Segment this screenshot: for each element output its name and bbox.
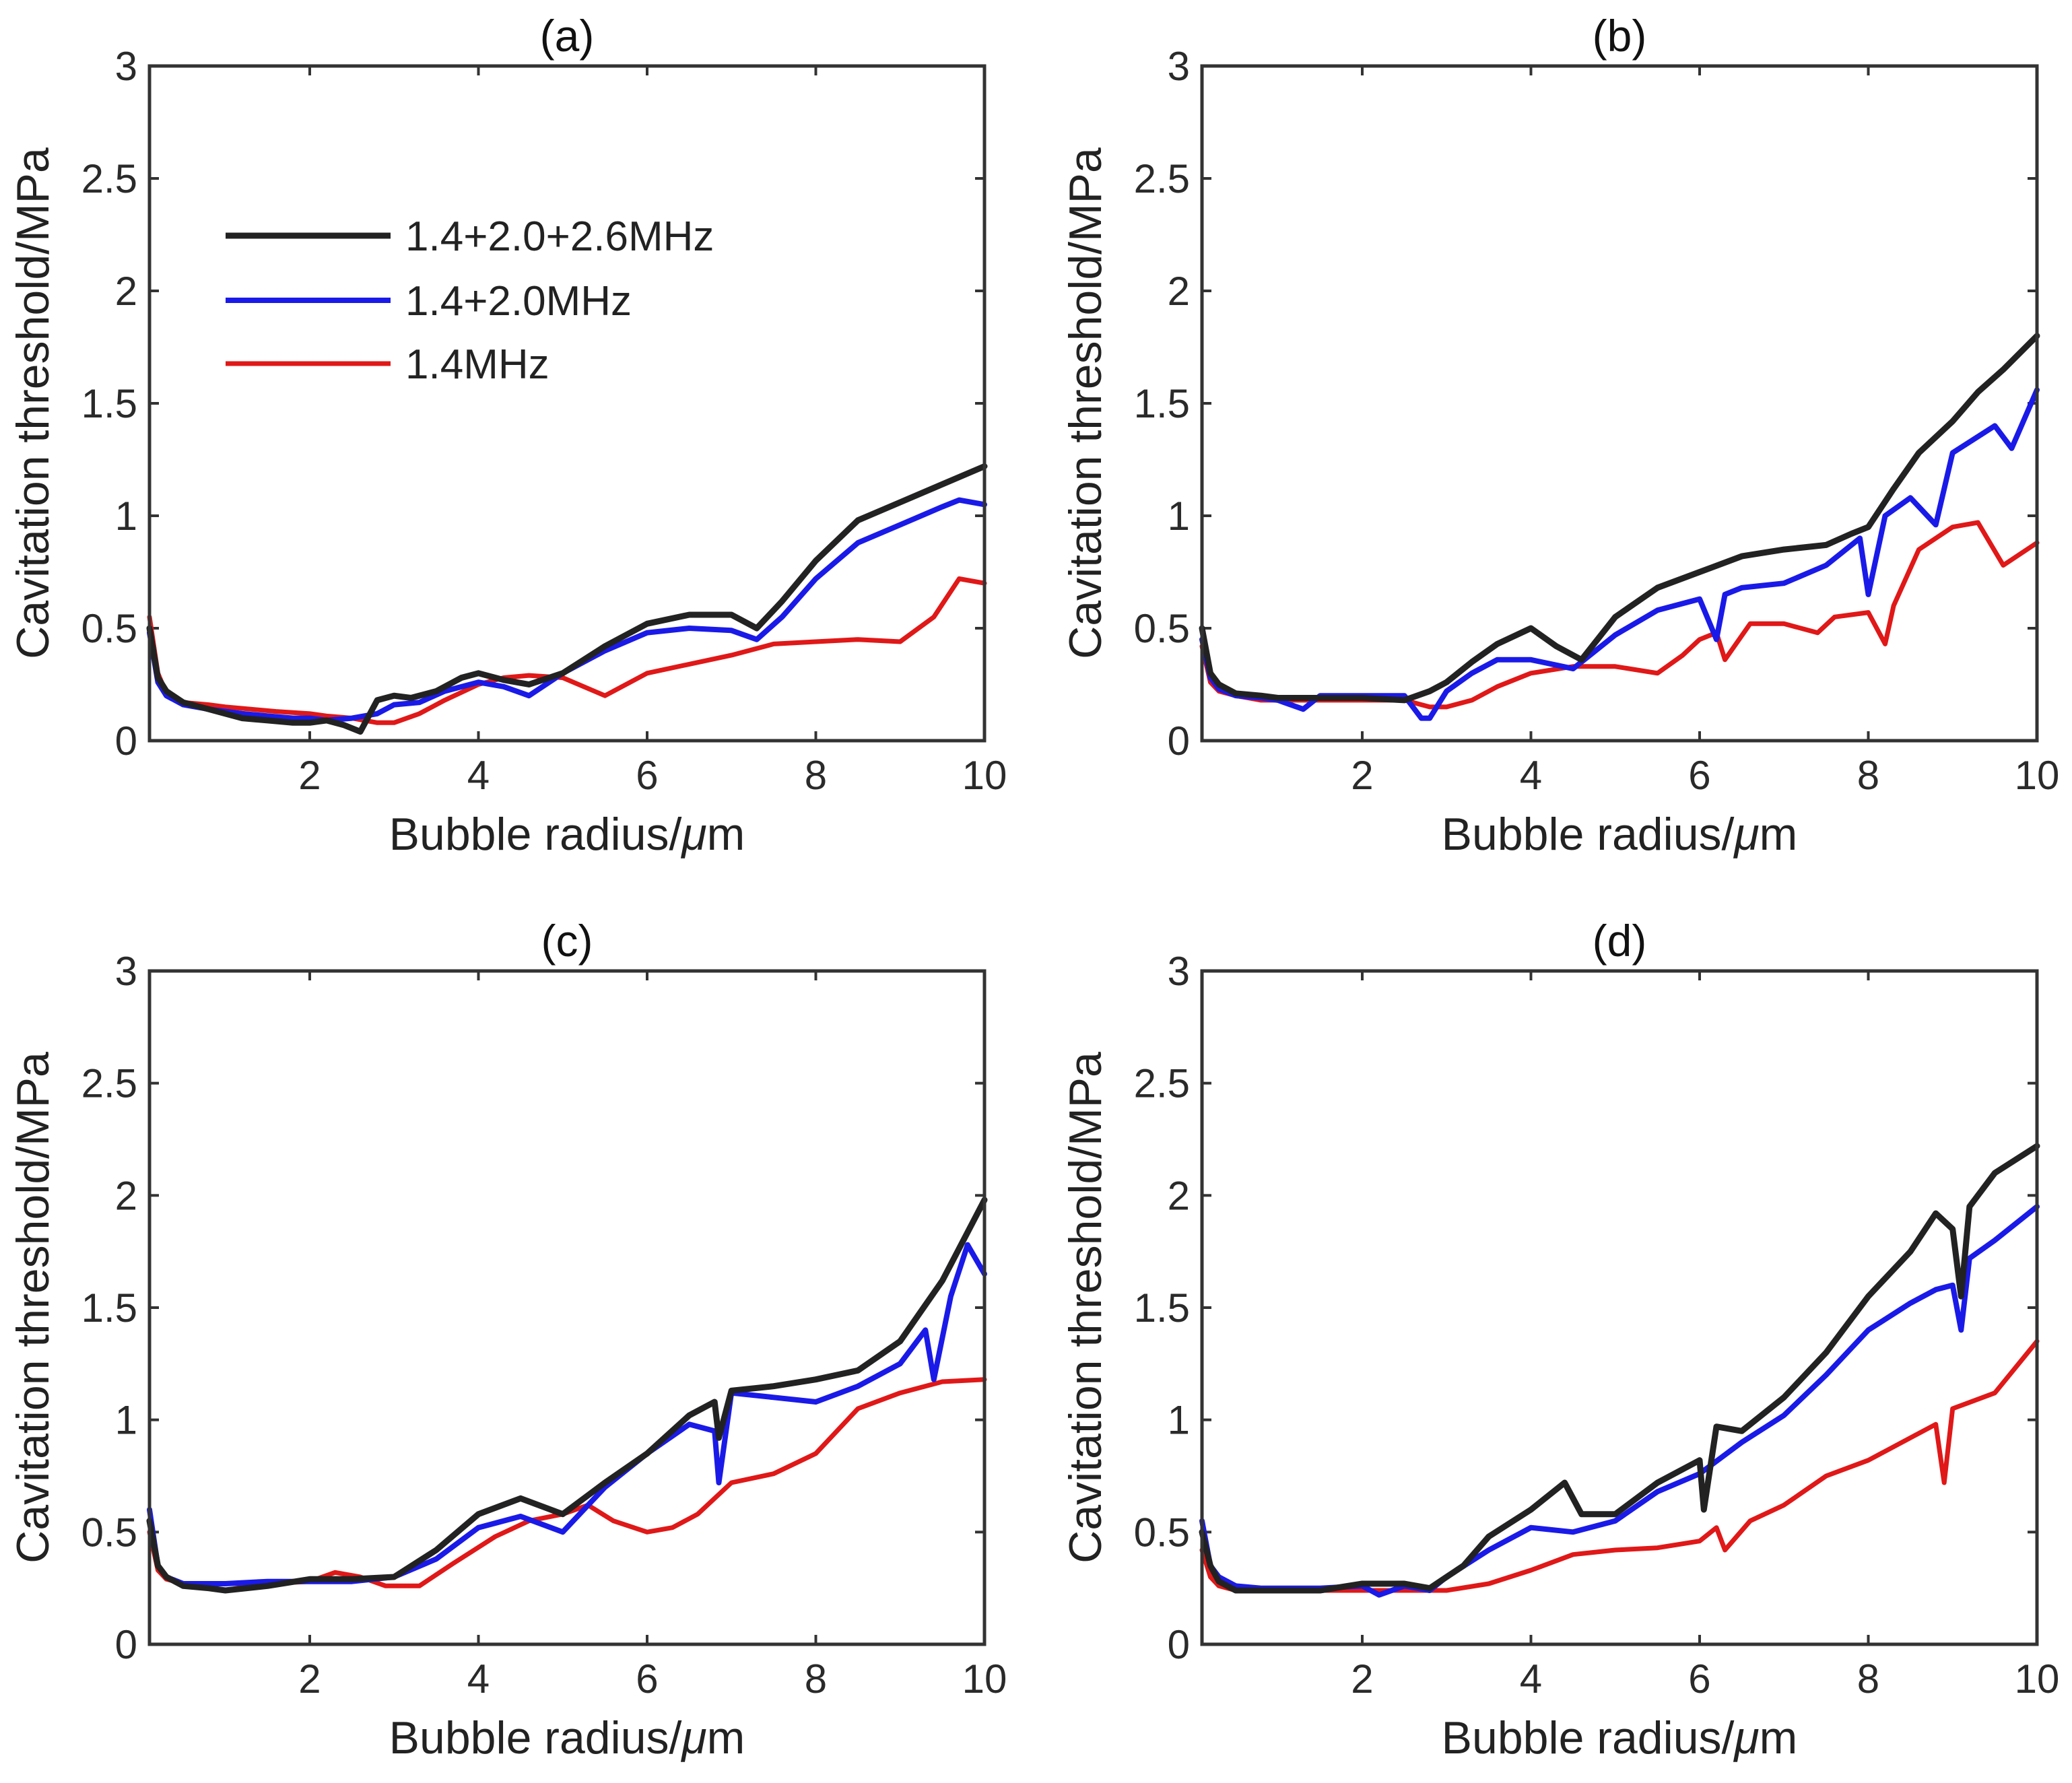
panel-title: (a) — [540, 11, 595, 61]
x-tick-label: 8 — [805, 753, 827, 798]
y-tick-label: 0 — [115, 1622, 137, 1667]
series-line-1-4-2-0mhz — [147, 1242, 987, 1586]
x-tick-label: 8 — [1857, 753, 1879, 798]
x-axis-label: Bubble radius/μm — [1442, 809, 1798, 860]
y-axis-label: Cavitation threshold/MPa — [7, 147, 59, 659]
y-tick-label: 0.5 — [1134, 606, 1190, 651]
y-axis-label: Cavitation threshold/MPa — [1060, 1052, 1111, 1563]
y-tick-label: 0 — [1168, 718, 1190, 764]
chart-panel-a: (a) 0 0.5 1 1.5 2 2.5 3 2 4 6 8 10 Bubble radius/μm Ca… — [7, 11, 1007, 860]
y-tick-label: 3 — [1168, 949, 1190, 994]
axes-box — [147, 969, 987, 1646]
legend-label: 1.4+2.0+2.6MHz — [405, 213, 714, 260]
y-tick-label: 0.5 — [81, 606, 137, 651]
x-tick-label: 4 — [1520, 1656, 1542, 1702]
axes-box — [1200, 969, 2039, 1646]
x-axis-label: Bubble radius/μm — [389, 809, 745, 860]
series-line-1-4-2-0-2-6mhz — [1199, 1143, 2040, 1594]
x-tick-label: 4 — [467, 1656, 490, 1702]
series-line-1-4-2-0-2-6mhz — [146, 463, 988, 735]
y-tick-label: 2.5 — [1134, 156, 1190, 201]
x-tick-label: 8 — [805, 1656, 827, 1702]
panel-title: (b) — [1593, 11, 1647, 61]
y-tick-label: 1.5 — [1134, 381, 1190, 426]
legend: 1.4+2.0+2.6MHz 1.4+2.0MHz 1.4MHz — [226, 213, 714, 388]
y-tick-label: 2.5 — [1134, 1061, 1190, 1106]
series-line-1-4-2-0-2-6mhz — [1199, 333, 2040, 704]
y-tick-label: 3 — [115, 44, 137, 89]
series-line-1-4-2-0mhz — [1199, 387, 2040, 721]
y-axis-label: Cavitation threshold/MPa — [1060, 147, 1111, 659]
y-axis-label: Cavitation threshold/MPa — [7, 1052, 59, 1563]
x-axis-label: Bubble radius/μm — [1442, 1712, 1798, 1763]
series-line-1-4mhz — [147, 576, 987, 725]
axes-box — [147, 64, 987, 743]
x-tick-label: 10 — [2015, 753, 2060, 798]
y-tick-label: 1 — [115, 494, 137, 539]
y-tick-label: 3 — [115, 949, 137, 994]
chart-panel-b: (b) 0 0.5 1 1.5 2 2.5 3 2 4 6 8 10 Bubble radius/μm Ca… — [1060, 11, 2059, 860]
y-tick-label: 2.5 — [81, 1061, 137, 1106]
y-tick-label: 1.5 — [1134, 1285, 1190, 1331]
y-tick-label: 2 — [115, 1173, 137, 1218]
axes-box — [1200, 64, 2039, 743]
x-tick-label: 8 — [1857, 1656, 1879, 1702]
series-line-1-4mhz — [1199, 1339, 2040, 1593]
x-tick-label: 10 — [962, 1656, 1007, 1702]
chart-panel-d: (d) 0 0.5 1 1.5 2 2.5 3 2 4 6 8 10 Bubble radius/μm Ca… — [1060, 916, 2059, 1763]
series-line-1-4mhz — [147, 1377, 987, 1588]
panel-title: (c) — [541, 916, 593, 966]
x-tick-label: 6 — [1688, 1656, 1710, 1702]
y-tick-label: 2.5 — [81, 156, 137, 201]
series-line-1-4-2-0-2-6mhz — [146, 1197, 988, 1594]
x-tick-label: 2 — [298, 753, 321, 798]
x-tick-label: 10 — [2015, 1656, 2060, 1702]
y-tick-label: 2 — [115, 269, 137, 314]
y-tick-label: 2 — [1168, 1173, 1190, 1218]
x-tick-label: 2 — [1351, 1656, 1373, 1702]
chart-panel-c: (c) 0 0.5 1 1.5 2 2.5 3 2 4 6 8 10 Bubble radius/μm Ca… — [7, 916, 1007, 1763]
x-axis-label: Bubble radius/μm — [389, 1712, 745, 1763]
x-tick-label: 4 — [467, 753, 490, 798]
x-tick-label: 10 — [962, 753, 1007, 798]
y-tick-label: 1 — [1168, 1398, 1190, 1443]
x-tick-label: 6 — [636, 1656, 658, 1702]
panel-title: (d) — [1593, 916, 1647, 966]
series-line-1-4-2-0mhz — [1199, 1204, 2040, 1598]
x-tick-label: 2 — [298, 1656, 321, 1702]
y-tick-label: 3 — [1168, 44, 1190, 89]
y-tick-label: 0.5 — [1134, 1510, 1190, 1555]
legend-label: 1.4MHz — [405, 341, 549, 388]
y-tick-label: 0 — [115, 718, 137, 764]
legend-label: 1.4+2.0MHz — [405, 278, 632, 325]
y-tick-label: 1 — [1168, 494, 1190, 539]
x-tick-label: 6 — [1688, 753, 1710, 798]
x-tick-label: 6 — [636, 753, 658, 798]
y-tick-label: 0 — [1168, 1622, 1190, 1667]
x-tick-label: 4 — [1520, 753, 1542, 798]
x-tick-label: 2 — [1351, 753, 1373, 798]
y-tick-label: 0.5 — [81, 1510, 137, 1555]
y-tick-label: 1 — [115, 1398, 137, 1443]
y-tick-label: 1.5 — [81, 1285, 137, 1331]
y-tick-label: 2 — [1168, 269, 1190, 314]
series-line-1-4-2-0mhz — [147, 497, 987, 723]
y-tick-label: 1.5 — [81, 381, 137, 426]
